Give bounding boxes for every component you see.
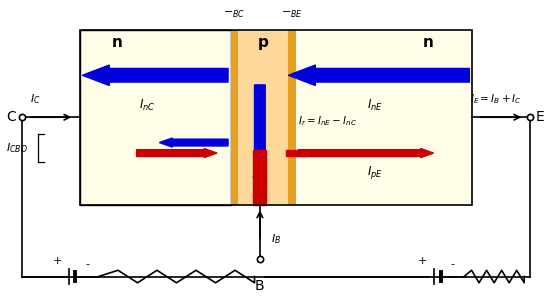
Text: $I_r=I_{nE}-I_{nC}$: $I_r=I_{nE}-I_{nC}$ bbox=[298, 114, 357, 128]
Text: $I_{CBO}$: $I_{CBO}$ bbox=[5, 141, 27, 155]
Bar bbox=[231, 30, 295, 205]
Bar bbox=[231, 30, 238, 205]
Bar bbox=[253, 150, 266, 205]
Text: -: - bbox=[85, 259, 89, 269]
Text: n: n bbox=[423, 35, 433, 49]
Text: $I_{pE}$: $I_{pE}$ bbox=[367, 164, 383, 181]
Bar bbox=[286, 150, 306, 157]
Bar bbox=[288, 30, 295, 205]
FancyArrow shape bbox=[253, 157, 267, 201]
Text: C: C bbox=[6, 110, 16, 124]
Bar bbox=[79, 30, 231, 205]
Text: +: + bbox=[418, 256, 427, 266]
Text: $I_{nC}$: $I_{nC}$ bbox=[139, 97, 156, 112]
Text: $I_E=I_B+I_C$: $I_E=I_B+I_C$ bbox=[470, 92, 522, 106]
FancyArrow shape bbox=[136, 149, 217, 157]
Text: $I_{nE}$: $I_{nE}$ bbox=[367, 97, 383, 112]
Text: $I_B$: $I_B$ bbox=[271, 232, 281, 246]
Bar bbox=[79, 30, 472, 205]
Text: $I_C$: $I_C$ bbox=[30, 92, 41, 106]
FancyArrow shape bbox=[82, 65, 228, 86]
Text: p: p bbox=[258, 35, 269, 49]
FancyArrow shape bbox=[288, 65, 470, 86]
Text: -: - bbox=[451, 259, 455, 269]
Text: +: + bbox=[53, 256, 62, 266]
FancyArrow shape bbox=[159, 138, 228, 147]
Bar bbox=[295, 30, 472, 205]
FancyArrow shape bbox=[298, 149, 433, 157]
Text: $-_{BE}$: $-_{BE}$ bbox=[281, 9, 303, 21]
Text: n: n bbox=[112, 35, 123, 49]
Text: E: E bbox=[536, 110, 545, 124]
Text: $-_{BC}$: $-_{BC}$ bbox=[223, 9, 246, 21]
Text: B: B bbox=[255, 279, 265, 293]
FancyArrow shape bbox=[253, 85, 267, 183]
